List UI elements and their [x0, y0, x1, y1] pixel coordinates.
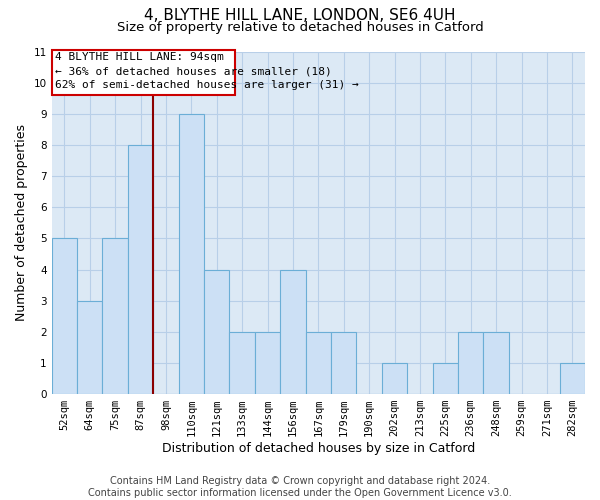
Bar — [179, 114, 204, 394]
Bar — [382, 363, 407, 394]
Bar — [103, 238, 128, 394]
Bar — [77, 300, 103, 394]
FancyBboxPatch shape — [52, 50, 235, 95]
Bar — [255, 332, 280, 394]
Bar — [229, 332, 255, 394]
Text: Contains HM Land Registry data © Crown copyright and database right 2024.
Contai: Contains HM Land Registry data © Crown c… — [88, 476, 512, 498]
Bar — [458, 332, 484, 394]
Bar — [331, 332, 356, 394]
Bar — [52, 238, 77, 394]
Text: 4, BLYTHE HILL LANE, LONDON, SE6 4UH: 4, BLYTHE HILL LANE, LONDON, SE6 4UH — [144, 8, 456, 22]
Bar — [280, 270, 305, 394]
Bar — [560, 363, 585, 394]
Text: ← 36% of detached houses are smaller (18): ← 36% of detached houses are smaller (18… — [55, 66, 332, 76]
X-axis label: Distribution of detached houses by size in Catford: Distribution of detached houses by size … — [162, 442, 475, 455]
Text: 4 BLYTHE HILL LANE: 94sqm: 4 BLYTHE HILL LANE: 94sqm — [55, 52, 224, 62]
Bar — [433, 363, 458, 394]
Text: 62% of semi-detached houses are larger (31) →: 62% of semi-detached houses are larger (… — [55, 80, 359, 90]
Y-axis label: Number of detached properties: Number of detached properties — [15, 124, 28, 322]
Text: Size of property relative to detached houses in Catford: Size of property relative to detached ho… — [116, 21, 484, 34]
Bar — [305, 332, 331, 394]
Bar — [484, 332, 509, 394]
Bar — [128, 145, 153, 394]
Bar — [204, 270, 229, 394]
